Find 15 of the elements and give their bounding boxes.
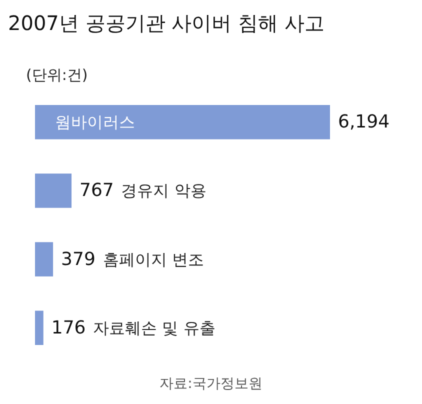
y-tick-label: 웜바이러스	[55, 112, 135, 132]
data-label: 767	[80, 180, 114, 202]
chart-title: 2007년 공공기관 사이버 침해 사고	[8, 11, 324, 35]
text: 자료:국가정보원	[160, 376, 262, 392]
bar	[35, 310, 44, 345]
bar	[35, 105, 330, 140]
y-tick-label: 자료훼손 및 유출	[93, 318, 216, 338]
bar	[35, 242, 54, 276]
y-tick-label: 경유지 악용	[121, 181, 206, 200]
bar	[35, 174, 72, 208]
data-label: 176	[51, 317, 86, 338]
y-tick-label: 홈페이지 변조	[102, 250, 204, 269]
data-label: 379	[61, 248, 96, 270]
data-label: 6,194	[338, 112, 390, 133]
chart-subtitle: (단위:건)	[26, 66, 88, 84]
